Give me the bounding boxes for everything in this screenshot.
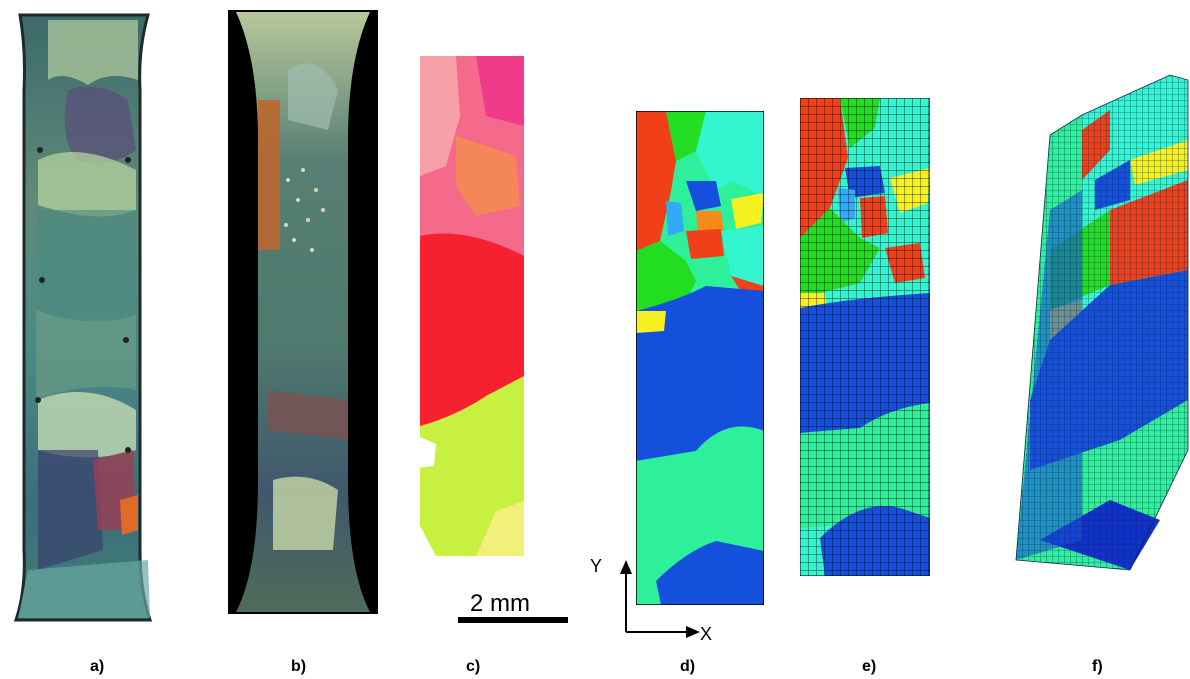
panel-label-c: c) xyxy=(466,658,481,675)
panel-label-d: d) xyxy=(680,658,696,675)
panel-b-optical-image xyxy=(228,10,378,614)
panel-label-b: b) xyxy=(291,658,307,675)
panel-f-3d-mesh xyxy=(1015,74,1189,571)
axis-y-label: Y xyxy=(590,556,603,576)
scale-bar-text: 2 mm xyxy=(470,590,530,617)
panel-label-f: f) xyxy=(1092,658,1103,675)
panel-label-e: e) xyxy=(862,658,877,675)
panel-e-mesh-map xyxy=(800,98,930,576)
xy-axes xyxy=(620,560,700,638)
scale-bar xyxy=(458,617,568,623)
panel-d-grain-map xyxy=(636,111,764,605)
axis-x-label: X xyxy=(700,624,713,644)
panel-a-optical-image xyxy=(8,10,156,622)
panel-c-ebsd-map xyxy=(418,56,524,556)
panel-label-a: a) xyxy=(90,658,105,675)
